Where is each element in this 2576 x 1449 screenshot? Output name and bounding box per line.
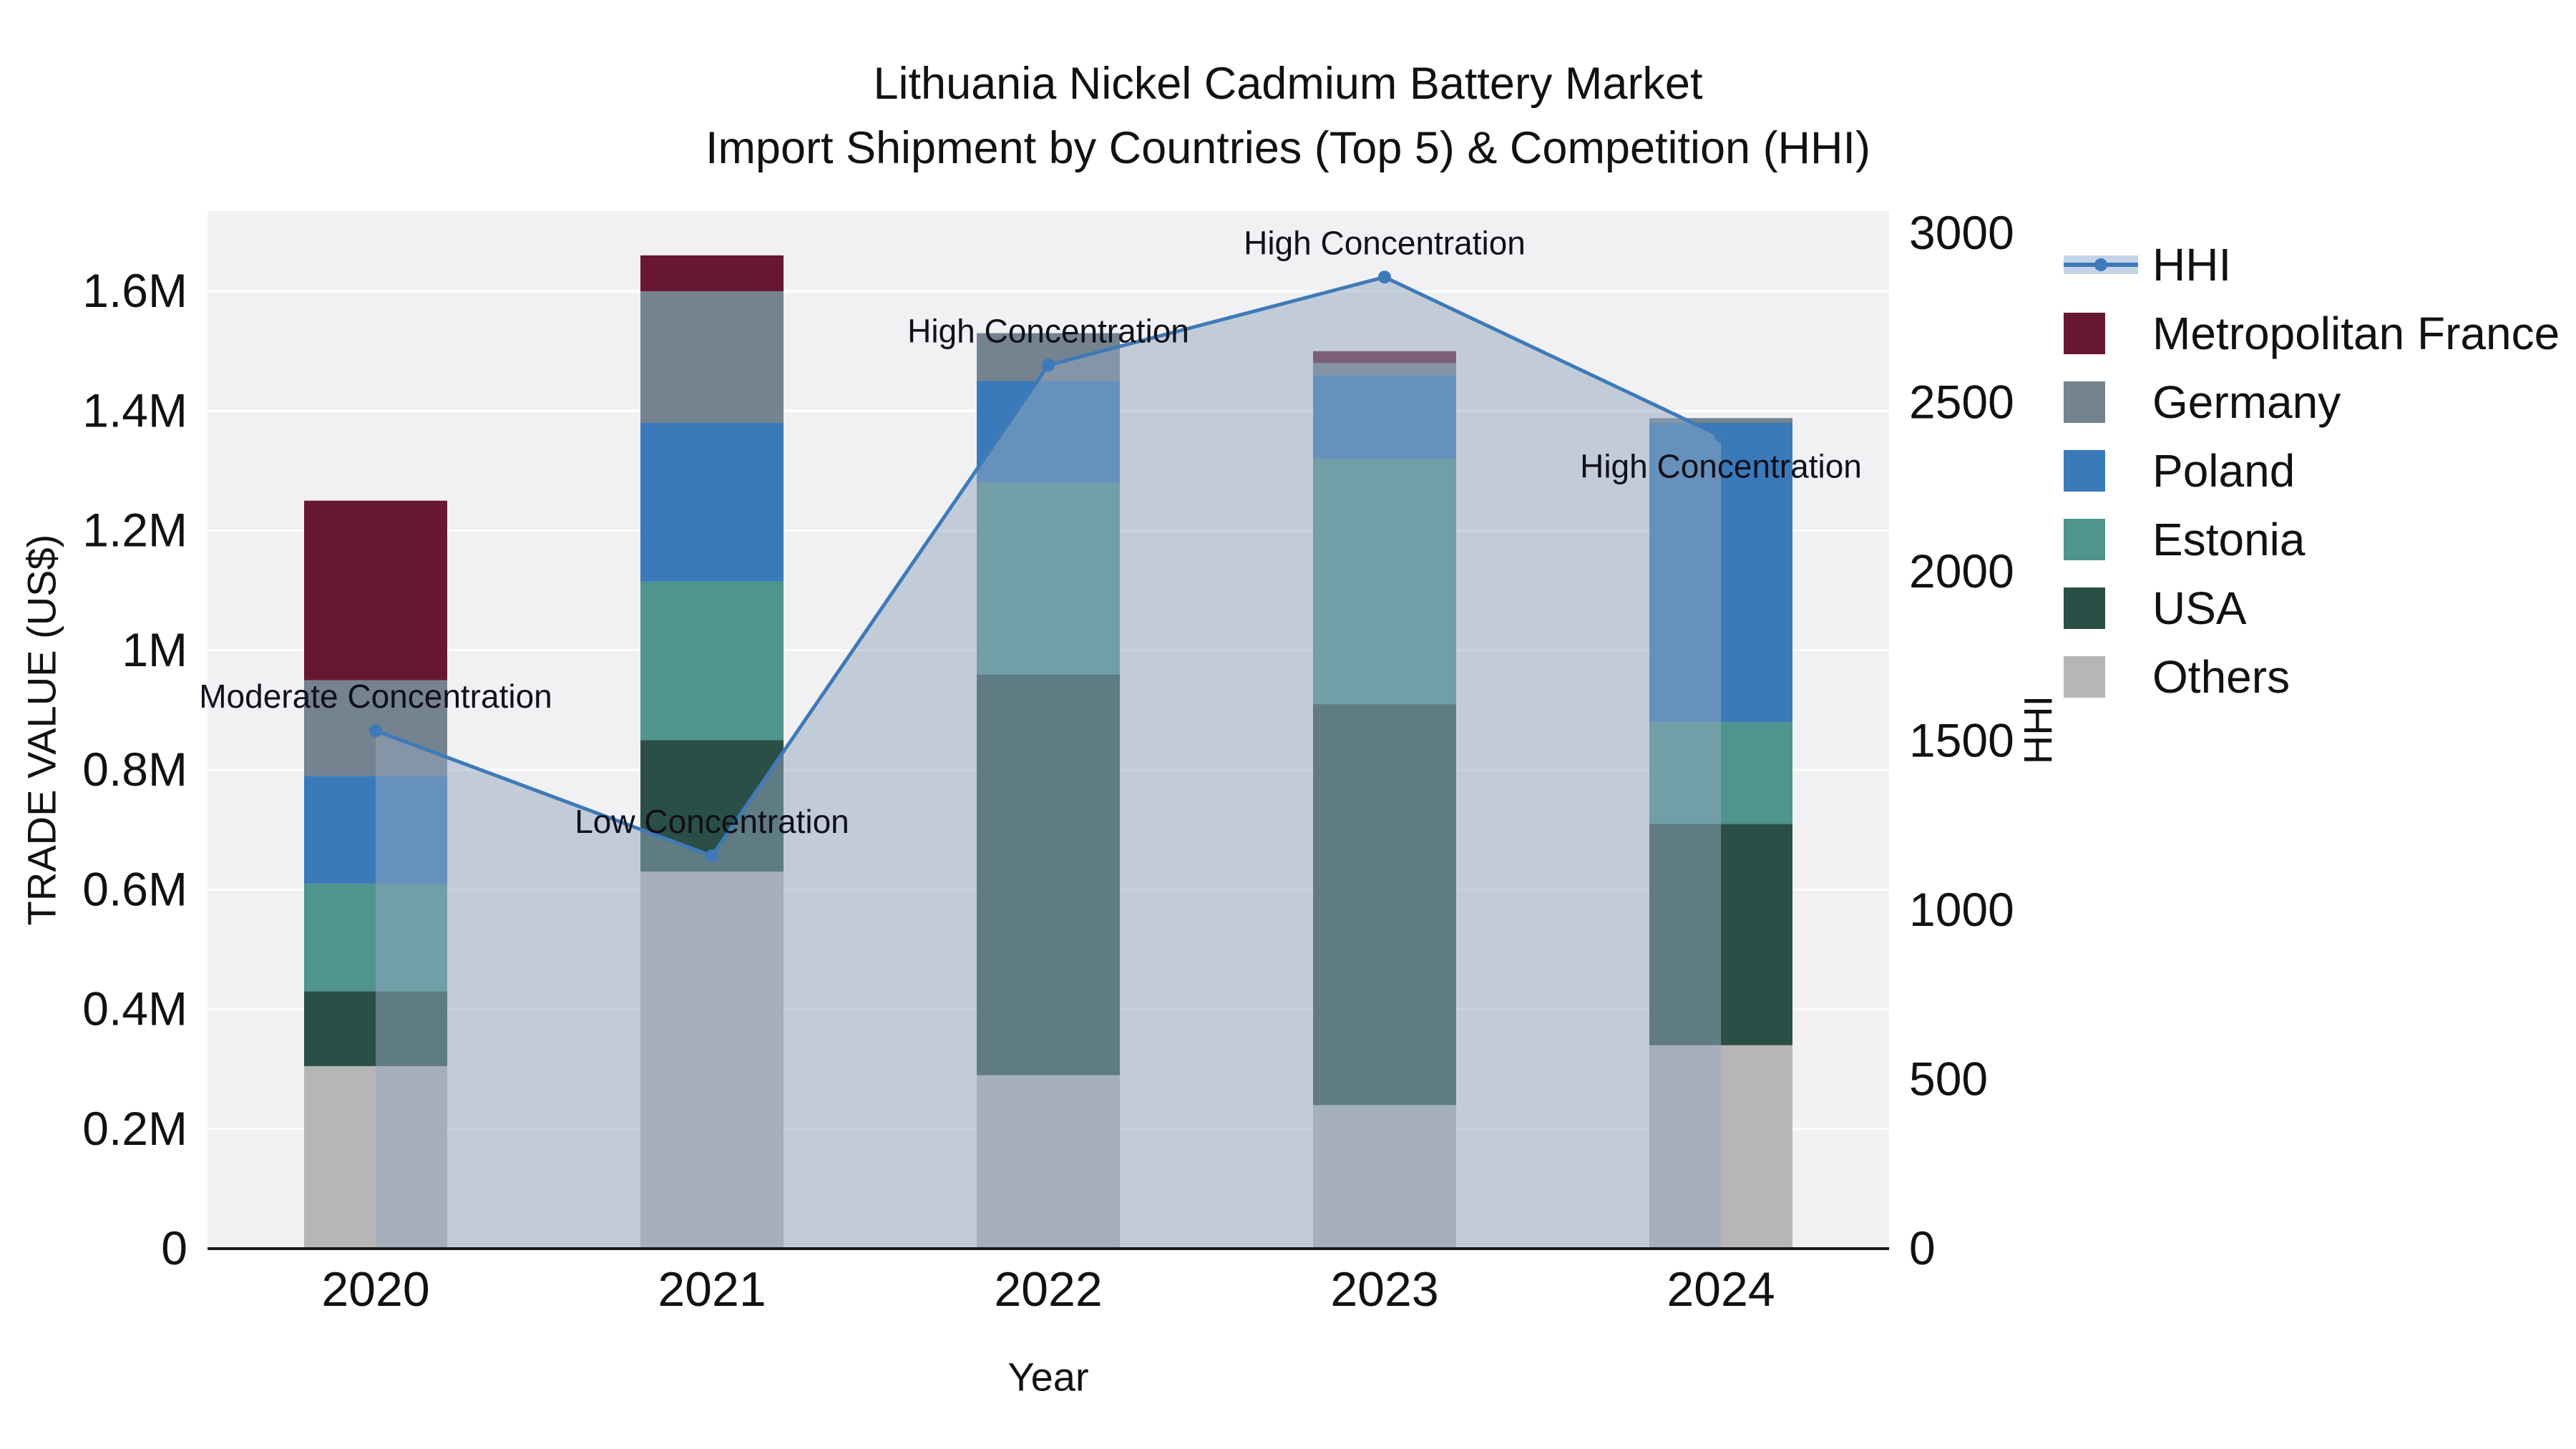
x-tick-label: 2024	[1667, 1262, 1775, 1317]
legend-label: Estonia	[2152, 514, 2306, 565]
legend: HHI Metropolitan France Germany Poland Eston…	[2064, 230, 2560, 711]
bar-segment-germany	[640, 291, 784, 424]
legend-swatch-icon	[2064, 518, 2152, 561]
y-left-tick-label: 0.4M	[82, 982, 187, 1035]
y-right-tick-label: 500	[1909, 1052, 1988, 1105]
y-left-tick-label: 0	[161, 1221, 187, 1274]
y-right-tick-label: 2000	[1909, 545, 2014, 597]
legend-item-others: Others	[2064, 643, 2560, 711]
chart-title-line1: Lithuania Nickel Cadmium Battery Market	[873, 59, 1703, 109]
legend-swatch-icon	[2064, 381, 2152, 424]
legend-swatch-icon	[2064, 587, 2152, 630]
legend-label: USA	[2152, 582, 2247, 634]
legend-label: Poland	[2152, 445, 2296, 497]
y-left-tick-label: 1M	[122, 623, 187, 676]
annotation-high-concentration: High Concentration	[907, 312, 1189, 349]
legend-line-marker-icon	[2064, 243, 2152, 286]
hhi-marker	[1042, 358, 1055, 372]
y-axis-left-label: TRADE VALUE (US$)	[19, 534, 64, 926]
annotation-high-concentration: High Concentration	[1244, 224, 1526, 261]
y-left-tick-label: 1.6M	[82, 264, 187, 317]
y-left-tick-label: 1.4M	[82, 384, 187, 436]
chart-title: Lithuania Nickel Cadmium Battery Market …	[0, 52, 2576, 180]
hhi-marker	[1714, 429, 1727, 443]
x-tick-label: 2020	[321, 1262, 429, 1317]
x-tick-label: 2021	[658, 1262, 766, 1317]
legend-swatch-icon	[2064, 312, 2152, 355]
y-left-tick-label: 1.2M	[82, 504, 187, 557]
y-left-tick-label: 0.8M	[82, 743, 187, 796]
y-right-tick-label: 1500	[1909, 713, 2014, 766]
legend-label: Metropolitan France	[2152, 308, 2560, 359]
legend-item-poland: Poland	[2064, 436, 2560, 505]
bar-segment-metropolitan-france	[304, 500, 447, 680]
legend-item-usa: USA	[2064, 574, 2560, 643]
x-axis-label: Year	[1008, 1354, 1089, 1400]
bar-segment-germany	[1649, 418, 1792, 424]
x-tick-label: 2023	[1330, 1262, 1438, 1317]
y-right-tick-label: 2500	[1909, 375, 2014, 428]
y-left-tick-label: 0.2M	[82, 1102, 187, 1155]
legend-item-estonia: Estonia	[2064, 505, 2560, 574]
y-right-tick-label: 0	[1909, 1221, 1936, 1274]
x-tick-label: 2022	[994, 1262, 1102, 1317]
annotation-low-concentration: Low Concentration	[575, 803, 849, 840]
legend-label: Germany	[2152, 376, 2341, 428]
y-left-tick-label: 0.6M	[82, 862, 187, 915]
legend-item-hhi: HHI	[2064, 230, 2560, 299]
legend-item-germany: Germany	[2064, 368, 2560, 436]
hhi-area-fill	[376, 277, 1721, 1249]
hhi-marker	[706, 849, 718, 863]
y-right-tick-label: 3000	[1909, 206, 2014, 259]
hhi-marker	[1378, 270, 1391, 284]
legend-label: HHI	[2152, 239, 2232, 291]
bar-segment-estonia	[640, 581, 784, 741]
legend-label: Others	[2152, 651, 2290, 703]
annotation-moderate-concentration: Moderate Concentration	[199, 678, 552, 715]
annotation-high-concentration: High Concentration	[1580, 448, 1862, 485]
hhi-marker	[369, 724, 382, 738]
legend-swatch-icon	[2064, 655, 2152, 698]
y-axis-right-label: HHI	[2015, 695, 2061, 765]
legend-item-metropolitan-france: Metropolitan France	[2064, 299, 2560, 368]
legend-swatch-icon	[2064, 449, 2152, 492]
chart-title-line2: Import Shipment by Countries (Top 5) & C…	[705, 123, 1871, 173]
bar-segment-metropolitan-france	[640, 255, 784, 292]
y-right-tick-label: 1000	[1909, 883, 2014, 936]
bar-segment-poland	[640, 423, 784, 582]
